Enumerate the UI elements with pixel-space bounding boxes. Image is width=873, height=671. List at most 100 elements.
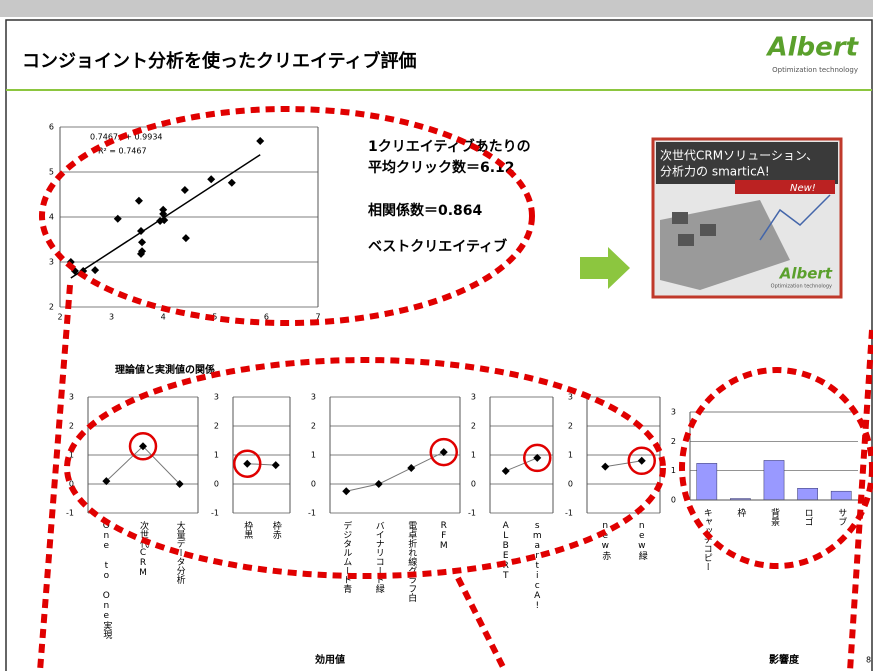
r-squared: R² = 0.7467 [98, 147, 147, 156]
y-tick-label: 3 [671, 408, 676, 417]
x-tick-label: 7 [315, 313, 320, 322]
scatter-point [159, 205, 168, 214]
highlight-circle [429, 437, 458, 467]
marker [533, 453, 542, 462]
scatter-point [207, 175, 216, 184]
marker [102, 477, 111, 486]
bar [797, 488, 818, 501]
dashed-ellipse [679, 367, 873, 569]
top-bar [0, 0, 873, 17]
calc-key [700, 224, 716, 236]
dashed-line [847, 329, 873, 671]
x-tick-label: One to One実現 [101, 521, 112, 640]
y-tick-label: -1 [211, 509, 219, 518]
marker [374, 480, 383, 488]
y-tick-label: 2 [671, 437, 676, 446]
trendline [70, 154, 261, 279]
y-tick-label: 3 [568, 393, 573, 402]
calc-key [672, 212, 688, 224]
arrow [580, 247, 630, 289]
marker [243, 459, 252, 468]
y-tick-label: 1 [671, 466, 676, 475]
marker [501, 466, 510, 475]
dashed-line [455, 576, 508, 671]
y-tick-label: 6 [49, 123, 54, 132]
x-tick-label: 6 [264, 313, 269, 322]
x-tick-label: ロゴ [803, 508, 813, 526]
logo: Albert [765, 33, 859, 63]
stat-text: 1クリエイティブあたりの [368, 138, 531, 155]
banner-badge-bg [735, 180, 835, 194]
marker [601, 462, 610, 471]
x-tick-label: 電卓折れ線グラフ白 [406, 521, 417, 602]
y-tick-label: -1 [66, 509, 74, 518]
banner-text: 分析力の smarticA! [660, 165, 770, 179]
x-tick-label: 枠赤 [271, 520, 282, 539]
page-number: 8 [866, 656, 871, 665]
y-tick-label: 3 [69, 393, 74, 402]
banner-logo: Albert [779, 265, 833, 283]
x-tick-label: 枠黒 [242, 520, 253, 540]
y-tick-label: 1 [471, 451, 476, 460]
x-tick-label: new緑 [637, 521, 648, 560]
stat-text: ベストクリエイティブ [368, 238, 507, 255]
y-tick-label: 1 [214, 451, 219, 460]
scatter-point [256, 136, 265, 145]
banner-logo-sub: Optimization technology [771, 284, 832, 290]
scatter-point [159, 209, 168, 218]
marker [139, 442, 147, 451]
dashed-ellipse [39, 106, 535, 326]
y-tick-label: 0 [568, 480, 573, 489]
bar [763, 460, 785, 501]
y-tick-label: 2 [214, 422, 219, 431]
highlight-overlay [37, 106, 873, 671]
y-tick-label: 2 [69, 422, 74, 431]
banner-text: 次世代CRMソリューション、 [660, 149, 818, 163]
dashed-line [37, 284, 73, 671]
x-tick-label: 枠 [735, 507, 746, 518]
x-tick-label: 2 [57, 313, 62, 322]
line [605, 460, 642, 468]
x-tick-label: new赤 [600, 521, 611, 560]
x-tick-label: 大量データ分析 [175, 520, 186, 585]
marker [637, 456, 646, 465]
scatter-point [134, 196, 143, 205]
y-tick-label: -1 [468, 509, 476, 518]
utility-label: 効用値 [315, 653, 345, 666]
y-tick-label: 3 [311, 393, 316, 402]
highlight-circle [233, 449, 262, 478]
y-tick-label: 0 [69, 480, 74, 489]
line [505, 457, 538, 472]
y-tick-label: 1 [568, 451, 573, 460]
bar [830, 490, 852, 501]
highlight-circle [128, 432, 158, 461]
y-tick-label: 1 [311, 451, 316, 460]
scatter-point [227, 178, 236, 187]
marker [175, 480, 184, 488]
marker [271, 461, 280, 470]
scatter-point [156, 217, 165, 226]
banner-header [656, 142, 838, 184]
line [346, 451, 444, 492]
bar [696, 463, 718, 501]
scatter-point [113, 214, 122, 223]
y-tick-label: 0 [214, 480, 219, 489]
marker [407, 464, 416, 473]
y-tick-label: 0 [671, 496, 676, 505]
y-tick-label: 3 [471, 393, 476, 402]
x-tick-label: デジタルムード青 [341, 520, 352, 594]
stat-text: 相関係数＝0.864 [368, 202, 483, 219]
x-tick-label: smarticA! [532, 521, 542, 611]
line [247, 463, 276, 466]
stat-text: 平均クリック数＝6.12 [368, 159, 515, 176]
scatter-point [180, 186, 189, 194]
banner: 次世代CRMソリューション、 分析力の smarticA! New! Alber… [651, 137, 843, 299]
scatter-point [138, 238, 147, 247]
highlight-circle [523, 443, 552, 473]
highlight-circle [627, 446, 656, 476]
x-tick-label: キャッチコピー [702, 508, 713, 571]
